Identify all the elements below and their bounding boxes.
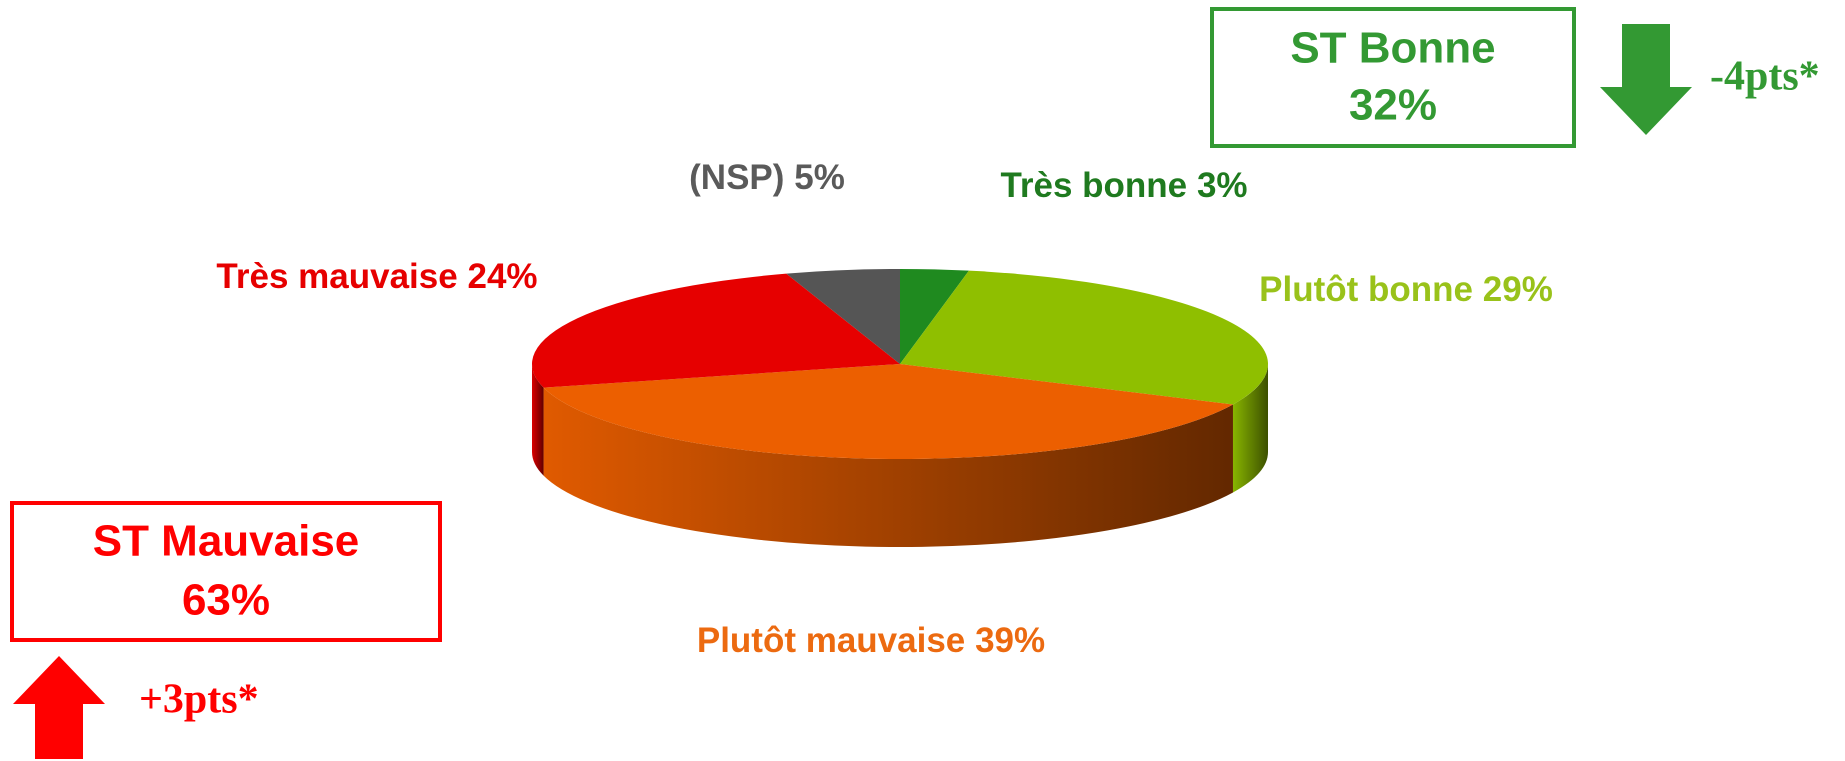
pie-slice-side [1232,364,1268,493]
summary-box [1210,7,1576,148]
pie-slice [543,364,1233,459]
slice-label: Plutôt mauvaise 39% [697,621,1045,660]
slice-label: Très bonne 3% [1000,166,1247,205]
slice-value-label: 5% [794,158,845,197]
slice-category: Très mauvaise [216,257,457,296]
slice-category: Plutôt mauvaise [697,621,965,660]
slice-label: Très mauvaise 24% [216,257,537,296]
pie-slice [900,269,969,364]
summary-box [10,501,442,642]
change-label: +3pts* [139,677,259,723]
summary-value: 63% [182,576,270,625]
slice-category: Très bonne [1000,166,1187,205]
slice-value-label: 29% [1483,270,1553,309]
change-arrow [13,656,105,759]
slice-value-label: 39% [975,621,1045,660]
pie-slice [786,269,900,364]
slice-value-label: 3% [1197,166,1248,205]
slice-category: (NSP) [689,158,784,197]
change-arrow [1600,24,1692,135]
summary-title: ST Bonne [1290,24,1495,73]
slice-value-label: 24% [468,257,538,296]
pie-slice [531,273,900,388]
summary-value: 32% [1349,81,1437,130]
slice-category: Plutôt bonne [1259,270,1473,309]
pie-slice-side [532,364,544,476]
summary-title: ST Mauvaise [93,517,360,566]
slice-label: Plutôt bonne 29% [1259,270,1553,309]
pie-slice [900,270,1268,405]
slice-label: (NSP) 5% [689,158,845,197]
change-label: -4pts* [1710,54,1820,100]
pie-slice-side [543,387,1233,548]
